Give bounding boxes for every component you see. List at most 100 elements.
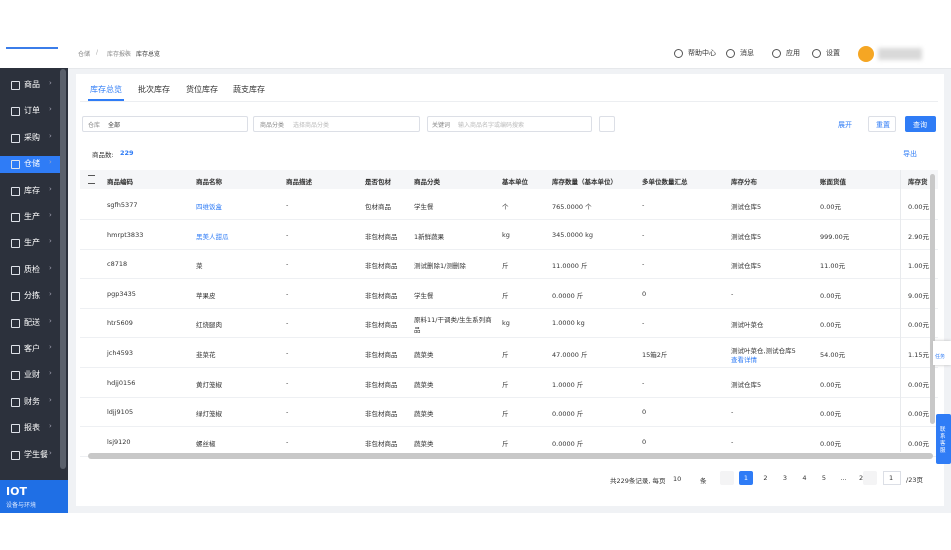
page-number[interactable]: 5 [821, 474, 827, 482]
table-cell: - [286, 319, 289, 328]
filter-button[interactable] [599, 116, 615, 132]
sidebar-arrow: › [49, 237, 52, 246]
header-link[interactable]: 设置 [826, 49, 840, 57]
page-input[interactable] [883, 471, 901, 485]
tab[interactable]: 库存总览 [90, 85, 122, 94]
table-cell: 斤 [502, 351, 509, 359]
sidebar-arrow: › [49, 158, 52, 167]
table-cell: 0.00元 [908, 410, 929, 419]
service-float[interactable] [936, 414, 951, 464]
prev-button[interactable] [720, 471, 734, 485]
sidebar-item[interactable]: 仓储 [24, 159, 40, 169]
logo-area [0, 39, 68, 68]
filter-placeholder: 选择商品分类 [293, 122, 330, 129]
sidebar-item[interactable]: 分拣 [24, 291, 40, 301]
avatar[interactable] [858, 46, 874, 62]
category-select[interactable] [253, 116, 420, 132]
search-button[interactable] [905, 116, 936, 132]
table-cell: 原料11/干调类/生生系列商品 [414, 316, 492, 335]
page-active[interactable] [739, 471, 753, 485]
table-cell: - [731, 289, 734, 298]
sidebar-icon [11, 160, 20, 170]
sidebar-icon [11, 371, 20, 381]
horizontal-scrollbar [88, 453, 933, 459]
sidebar-item[interactable]: 库存 [24, 185, 40, 195]
sidebar-item[interactable]: 客户 [24, 344, 40, 353]
sidebar-item[interactable]: 商品 [24, 80, 40, 89]
table-cell: - [642, 319, 645, 328]
header-icon [812, 49, 821, 58]
sidebar-item[interactable]: 配送 [24, 317, 40, 327]
table-cell: 包材商品 [365, 203, 391, 211]
page-number[interactable]: 2 [763, 474, 768, 482]
sidebar-icon [11, 292, 20, 302]
export-link[interactable]: 导出 [903, 150, 917, 158]
sidebar-item[interactable]: 质检 [24, 264, 40, 274]
sidebar-item[interactable]: 报表 [24, 423, 40, 433]
table-cell: 0.00元 [908, 321, 929, 330]
row-divider [80, 219, 938, 220]
product-link[interactable]: 黑美人甜瓜 [196, 232, 229, 241]
tab[interactable]: 货位库存 [186, 85, 218, 94]
sidebar-item[interactable]: 采购 [24, 132, 40, 142]
tab-underline [88, 99, 124, 101]
tab[interactable]: 蔬支库存 [233, 85, 265, 94]
table-cell: 测试仓库5 [731, 262, 762, 271]
breadcrumb-item[interactable]: 仓储 [78, 51, 91, 58]
sidebar-arrow: › [49, 369, 52, 378]
iot-block[interactable] [0, 480, 68, 513]
table-cell: 0 [642, 289, 647, 298]
sidebar-icon [11, 318, 20, 328]
breadcrumb-item[interactable]: 库存报表 [107, 51, 132, 58]
warehouse-select[interactable] [82, 116, 248, 132]
pagination-total: 共229条记录, 每页 [610, 477, 666, 485]
table-cell: 0.00元 [820, 439, 841, 448]
sidebar-item[interactable]: 财务 [24, 396, 40, 406]
sidebar-item[interactable]: 生产 [24, 212, 40, 221]
content-card [76, 74, 944, 506]
filter-value: 全部 [108, 122, 121, 129]
keyword-input[interactable] [427, 116, 592, 132]
page-number[interactable]: 1 [743, 474, 749, 482]
logo[interactable] [6, 47, 58, 53]
sidebar-item[interactable]: 业财 [24, 370, 40, 380]
reset-button[interactable] [868, 116, 896, 132]
table-cell: 非包材商品 [365, 291, 398, 300]
table-cell: 个 [502, 203, 509, 211]
page-number[interactable]: ... [840, 474, 847, 482]
sidebar-item[interactable]: 学生餐 [24, 449, 48, 459]
sidebar-item[interactable]: 订单 [24, 106, 40, 116]
expand-link[interactable]: 展开 [838, 121, 852, 129]
table-cell: 斤 [502, 291, 509, 300]
tab[interactable]: 批次库存 [138, 85, 170, 94]
sidebar-icon [11, 81, 20, 90]
next-button[interactable] [863, 471, 877, 485]
table-cell: hdjj0156 [107, 378, 136, 387]
table-cell: 测试仓库5 [731, 232, 762, 241]
table-cell: 非包材商品 [365, 351, 398, 359]
table-cell: 非包材商品 [365, 439, 398, 448]
task-float[interactable] [933, 341, 951, 365]
page-number[interactable]: 3 [782, 474, 788, 482]
iot-title: IOT [6, 485, 27, 498]
page-size[interactable]: 10 [673, 475, 682, 483]
detail-link[interactable]: 查看详情 [731, 356, 757, 364]
header-link[interactable]: 应用 [786, 49, 800, 57]
table-cell: 0.00元 [908, 203, 929, 211]
header-link[interactable]: 消息 [740, 49, 754, 57]
table-cell: 测试仓库5 [731, 380, 762, 389]
sidebar-arrow: › [49, 395, 52, 404]
iot-subtitle: 设备与环境 [6, 502, 37, 509]
table-cell: - [286, 230, 289, 239]
table-cell: - [642, 378, 645, 387]
header-link[interactable]: 帮助中心 [688, 49, 716, 57]
page-number[interactable]: 4 [802, 474, 807, 482]
product-link[interactable]: 四维饭盒 [196, 203, 222, 211]
sidebar-item[interactable]: 生产 [24, 238, 40, 248]
sidebar-arrow: › [49, 184, 52, 193]
table-cell: - [286, 289, 289, 298]
sidebar-icon [11, 265, 20, 275]
table-cell: - [731, 408, 734, 417]
sidebar-arrow: › [49, 79, 52, 87]
